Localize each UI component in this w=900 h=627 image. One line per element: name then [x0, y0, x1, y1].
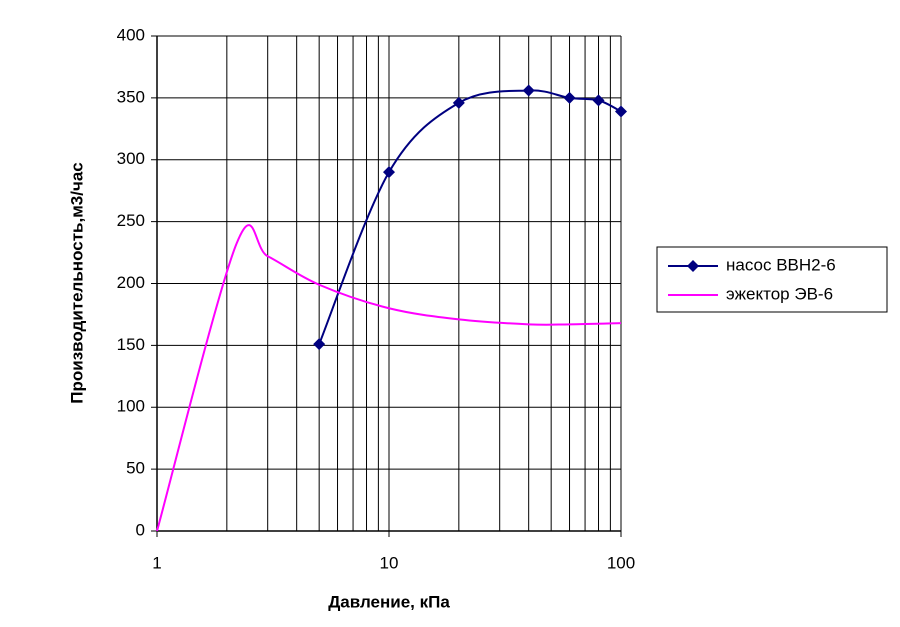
series-line	[156, 224, 622, 532]
data-point	[383, 166, 395, 179]
y-tick-label: 100	[117, 397, 145, 416]
data-point	[592, 94, 605, 107]
y-tick-label: 300	[117, 149, 145, 168]
y-tick-label: 50	[126, 459, 145, 478]
y-tick-label: 150	[117, 335, 145, 354]
data-point	[563, 91, 576, 104]
x-tick-label: 100	[607, 553, 635, 572]
data-point	[452, 96, 465, 109]
data-point	[615, 105, 627, 118]
series-line	[318, 89, 622, 345]
x-tick-label: 1	[152, 553, 161, 572]
legend-marker	[687, 260, 699, 272]
data-point	[313, 338, 326, 351]
y-axis-title: Производительность,м3/час	[67, 162, 86, 403]
y-tick-label: 200	[117, 273, 145, 292]
x-tick-label: 10	[380, 553, 399, 572]
legend-label: эжектор ЭВ-6	[726, 284, 833, 303]
y-tick-label: 250	[117, 211, 145, 230]
legend-label: насос ВВН2-6	[726, 255, 836, 274]
y-tick-label: 0	[136, 520, 145, 539]
data-point	[522, 84, 535, 97]
x-axis-title: Давление, кПа	[328, 592, 450, 611]
y-tick-label: 350	[117, 87, 145, 106]
legend-box	[656, 246, 888, 313]
y-tick-label: 400	[117, 25, 145, 44]
